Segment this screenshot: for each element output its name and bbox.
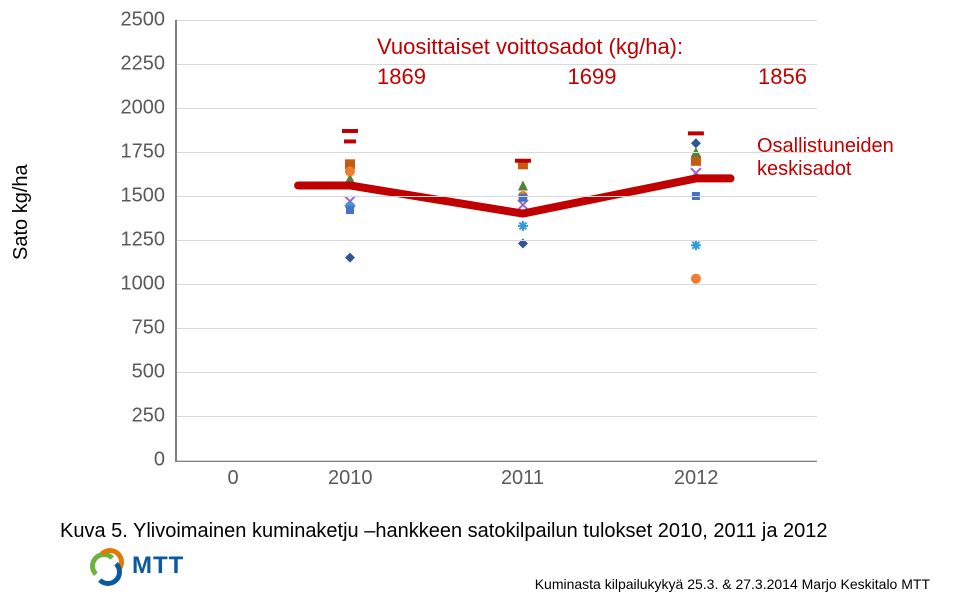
ytick-label: 750 [105, 317, 165, 340]
chart-title: Vuosittaiset voittosadot (kg/ha): 1869 1… [377, 32, 807, 91]
ytick-label: 1000 [105, 273, 165, 296]
xtick-label: 2010 [328, 467, 373, 490]
logo-text: MTT [132, 552, 184, 580]
ytick-label: 1750 [105, 141, 165, 164]
chart-title-line: Vuosittaiset voittosadot (kg/ha): [377, 32, 807, 62]
title-val-1: 1869 [377, 62, 426, 92]
chart-area: 02505007501000125015001750200022502500 0… [110, 20, 830, 500]
ytick-label: 2250 [105, 53, 165, 76]
xtick-label: 2012 [674, 467, 719, 490]
xtick-label: 2011 [501, 467, 544, 490]
ytick-label: 250 [105, 405, 165, 428]
side-label: Osallistuneiden keskisadot [757, 135, 907, 181]
figure-caption: Kuva 5. Ylivoimainen kuminaketju –hankke… [60, 520, 828, 543]
ytick-label: 1500 [105, 185, 165, 208]
y-axis-label: Sato kg/ha [10, 164, 33, 260]
mtt-logo: MTT [90, 548, 184, 584]
ytick-label: 500 [105, 361, 165, 384]
ytick-label: 1250 [105, 229, 165, 252]
xtick-zero: 0 [228, 467, 239, 490]
title-val-2: 1699 [568, 62, 617, 92]
plot-area: 0201020112012 Vuosittaiset voittosadot (… [175, 20, 817, 462]
title-val-3: 1856 [758, 62, 807, 92]
footer-text: Kuminasta kilpailukykyä 25.3. & 27.3.201… [535, 576, 930, 592]
ytick-label: 2500 [105, 9, 165, 32]
chart-title-values: 1869 1699 1856 [377, 62, 807, 92]
ytick-label: 0 [105, 449, 165, 472]
ytick-label: 2000 [105, 97, 165, 120]
